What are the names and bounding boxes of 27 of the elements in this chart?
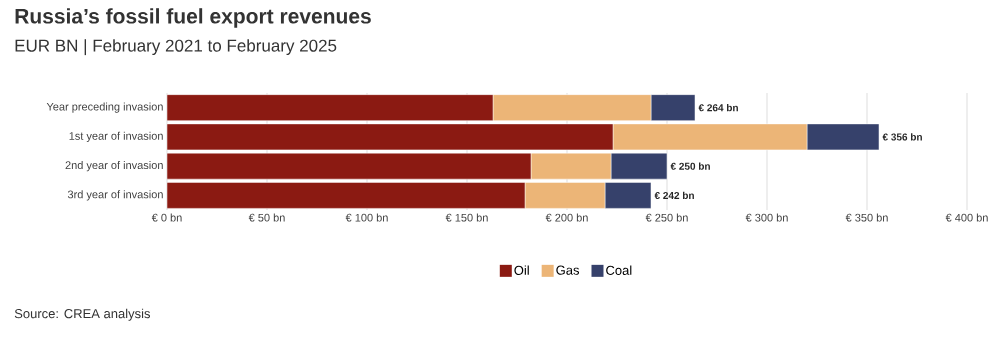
chart-subtitle: EUR BN | February 2021 to February 2025 — [15, 39, 337, 56]
bar — [167, 94, 494, 121]
y-tick-label: 2nd year of invasion — [65, 161, 163, 172]
x-tick-label: € 400 bn — [945, 213, 988, 222]
bar — [167, 123, 614, 151]
source-note: Source: CREA analysis — [14, 308, 151, 321]
total-label: € 356 bn — [882, 133, 922, 141]
x-tick-label: € 100 bn — [345, 213, 388, 222]
total-label: € 264 bn — [698, 103, 738, 112]
bar — [167, 152, 532, 180]
y-tick-label: 3rd year of invasion — [67, 190, 163, 201]
y-tick-label: 1st year of invasion — [69, 131, 163, 142]
legend-label: Oil — [514, 265, 529, 275]
total-label: € 242 bn — [654, 191, 694, 200]
x-tick-label: € 250 bn — [645, 213, 688, 222]
x-tick-label: € 200 bn — [545, 213, 588, 222]
x-tick-label: € 0 bn — [151, 213, 182, 222]
legend-label: Gas — [556, 265, 580, 275]
legend-label: Coal — [606, 265, 632, 275]
x-tick-label: € 350 bn — [845, 213, 888, 222]
x-tick-label: € 300 bn — [745, 213, 788, 222]
bar — [167, 182, 526, 209]
chart-title: Russia’s fossil fuel export revenues — [15, 8, 371, 28]
total-label: € 250 bn — [670, 162, 710, 170]
x-tick-label: € 150 bn — [445, 213, 488, 222]
x-tick-label: € 50 bn — [248, 213, 285, 222]
y-tick-label: Year preceding invasion — [46, 102, 163, 113]
